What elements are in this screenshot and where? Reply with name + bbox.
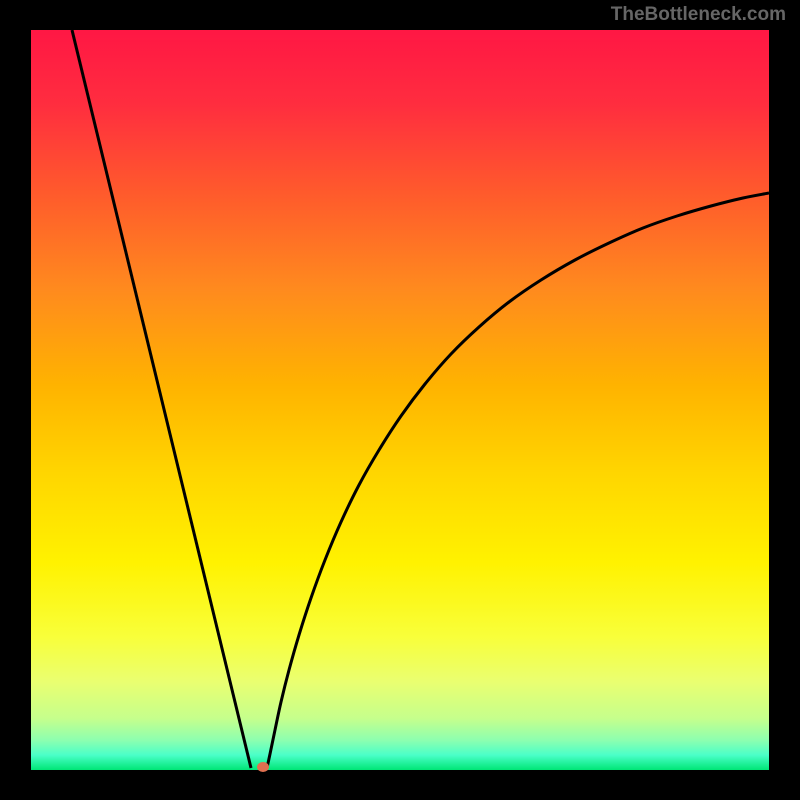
curve-right-branch — [267, 193, 769, 768]
watermark-text: TheBottleneck.com — [611, 4, 786, 26]
optimum-marker — [257, 762, 269, 772]
curve-left-branch — [72, 30, 251, 768]
plot-area — [31, 30, 769, 770]
bottleneck-curve — [31, 30, 769, 770]
